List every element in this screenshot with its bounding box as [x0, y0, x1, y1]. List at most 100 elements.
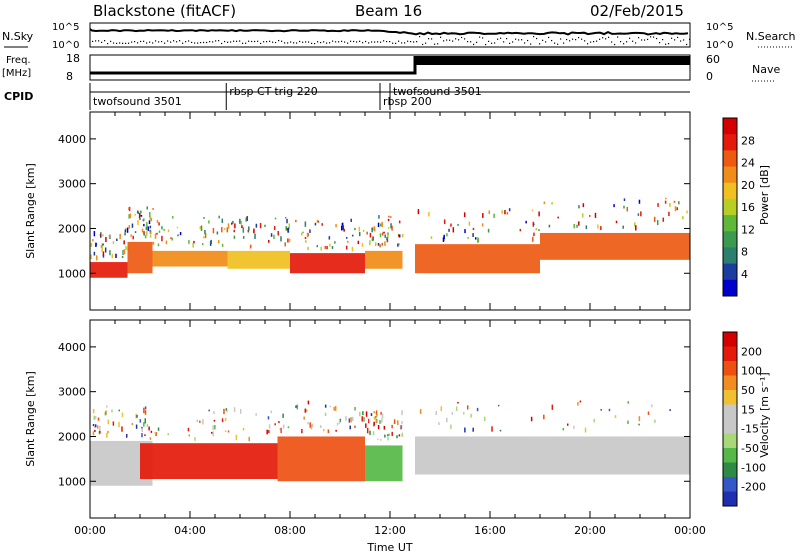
velocity-speckle [221, 418, 224, 423]
power-speckle [134, 213, 136, 216]
noise-dot [299, 40, 301, 43]
velocity-speckle [370, 413, 373, 416]
power-speckle [450, 223, 452, 227]
colorbar-swatch [723, 279, 737, 297]
power-speckle [246, 216, 248, 221]
power-speckle [217, 240, 220, 244]
noise-dot [647, 38, 649, 41]
power-speckle [398, 234, 400, 237]
power-speckle [379, 223, 382, 227]
noise-dot [236, 40, 238, 42]
noise-dot [254, 40, 256, 43]
power-speckle [129, 213, 132, 219]
velocity-speckle [279, 428, 281, 431]
noise-dot [671, 37, 673, 39]
velocity-speckle [307, 421, 309, 425]
power-speckle [576, 224, 578, 228]
noise-dot [623, 43, 625, 45]
velocity-speckle [379, 420, 381, 424]
noise-dot [608, 36, 610, 38]
colorbar-swatch [723, 231, 737, 248]
velocity-speckle [654, 419, 656, 423]
power-speckle [128, 214, 130, 219]
noise-dot [278, 40, 280, 42]
power-band-1 [127, 241, 153, 274]
power-speckle [131, 223, 134, 228]
power-speckle [161, 235, 163, 242]
noise-dot [227, 41, 229, 43]
noise-dot [593, 41, 595, 43]
velocity-speckle [106, 405, 108, 408]
power-speckle [637, 213, 640, 216]
power-speckle [664, 200, 667, 204]
power-speckle [390, 223, 392, 229]
noise-dot [137, 42, 139, 44]
power-band-5 [365, 250, 403, 269]
power-speckle [295, 219, 297, 223]
power-speckle [357, 240, 360, 245]
velocity-yticks: 1000 2000 3000 4000 [58, 341, 690, 488]
velocity-speckle [647, 411, 650, 415]
power-speckle [673, 200, 676, 203]
velocity-speckle [99, 430, 101, 434]
noise-dot [197, 42, 199, 44]
nsearch-label: N.Search [746, 30, 796, 43]
velocity-speckle [144, 434, 146, 436]
power-speckle [638, 199, 641, 204]
colorbar-tick-label: 28 [741, 134, 755, 147]
noise-dot [248, 40, 250, 42]
noise-dot [251, 40, 253, 43]
velocity-speckle [361, 416, 363, 422]
power-speckle [288, 223, 290, 229]
power-speckle [121, 255, 124, 259]
colorbar-frame [722, 331, 738, 507]
colorbar-tick-label: 15 [741, 403, 755, 416]
noise-search-dots [92, 36, 691, 46]
power-speckle [301, 232, 303, 236]
noise-dot [641, 39, 643, 41]
velocity-speckle [376, 419, 378, 423]
noise-dot [350, 40, 352, 42]
power-speckle [128, 225, 131, 229]
velocity-data [90, 400, 690, 486]
velocity-speckle [359, 411, 361, 417]
noise-dot [614, 43, 616, 46]
noise-dot [374, 41, 376, 43]
noise-dot [359, 40, 361, 42]
power-speckle [391, 225, 393, 231]
velocity-speckle [208, 409, 210, 412]
cpid-name: twofsound 3501 [393, 85, 482, 98]
velocity-speckle [377, 438, 379, 440]
velocity-speckle [373, 411, 375, 414]
velocity-speckle [373, 421, 375, 426]
velocity-speckle [348, 418, 351, 423]
velocity-speckle [450, 424, 452, 429]
noise-dot [467, 41, 469, 43]
velocity-colorbar: Velocity [m s⁻¹] 200 100 50 15 -15 -50 -100 -20… [722, 331, 771, 507]
power-speckle [240, 220, 242, 225]
power-speckle [156, 219, 159, 223]
noise-dot [344, 41, 346, 43]
velocity-speckle [296, 404, 299, 410]
velocity-speckle [579, 400, 582, 403]
freq-tick-high: 18 [66, 52, 80, 65]
noise-dot [602, 37, 604, 39]
power-speckle [457, 223, 459, 226]
velocity-speckle [391, 424, 393, 429]
power-band-0 [90, 262, 128, 278]
noise-dot [503, 41, 505, 43]
velocity-speckle [398, 434, 401, 437]
noise-dot [308, 41, 310, 43]
noise-dot [617, 36, 619, 38]
noise-dot [212, 41, 214, 43]
power-speckle [358, 226, 361, 232]
noise-dot [419, 36, 421, 38]
colorbar-tick-label: 24 [741, 157, 755, 170]
noise-dot [485, 43, 487, 46]
velocity-speckle [401, 420, 403, 424]
power-speckle [146, 231, 148, 236]
noise-dot [272, 41, 274, 43]
velocity-speckle [149, 437, 152, 440]
noise-dot [140, 40, 142, 43]
